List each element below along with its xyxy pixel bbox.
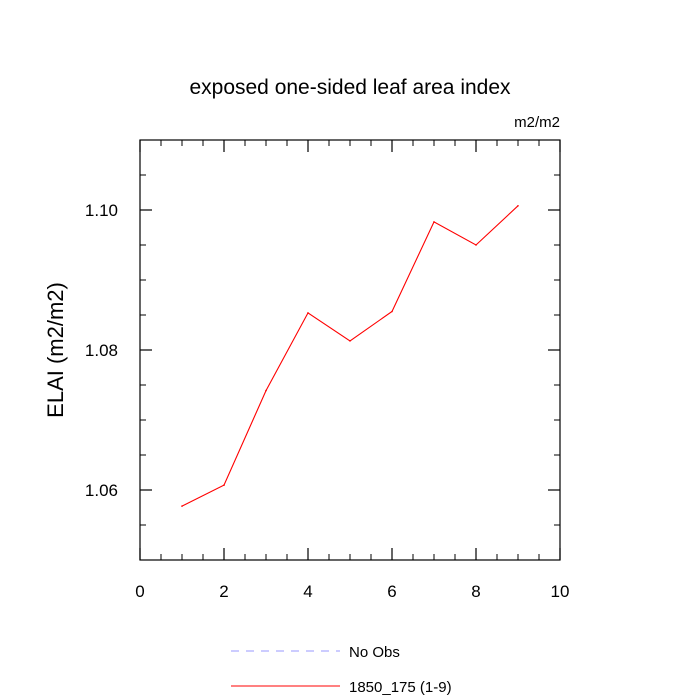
data-point xyxy=(349,340,351,342)
data-point xyxy=(223,484,225,486)
x-tick-label: 4 xyxy=(303,582,312,601)
y-tick-label: 1.10 xyxy=(85,201,118,220)
legend-label-0: No Obs xyxy=(349,644,400,661)
plot-frame xyxy=(139,139,561,561)
x-tick-label: 0 xyxy=(135,582,144,601)
y-tick-label: 1.06 xyxy=(85,481,118,500)
data-point xyxy=(181,505,183,507)
x-tick-label: 2 xyxy=(219,582,228,601)
x-tick-label: 10 xyxy=(551,582,570,601)
units-label: m2/m2 xyxy=(514,114,560,131)
data-point xyxy=(433,221,435,223)
tick-labels: 0 2 4 6 8 10 1.06 1.08 1.10 xyxy=(85,201,570,601)
data-point xyxy=(475,244,477,246)
data-point xyxy=(517,205,519,207)
axis-ticks xyxy=(139,139,561,561)
legend-label-1: 1850_175 (1-9) xyxy=(349,679,452,696)
data-point xyxy=(265,389,267,392)
x-tick-label: 8 xyxy=(471,582,480,601)
y-axis-label: ELAI (m2/m2) xyxy=(43,282,68,418)
data-point xyxy=(307,312,309,314)
series-lines xyxy=(181,205,519,507)
legend: No Obs 1850_175 (1-9) xyxy=(231,644,452,696)
data-point xyxy=(391,310,393,313)
x-tick-label: 6 xyxy=(387,582,396,601)
series-line-1 xyxy=(181,205,519,507)
y-tick-label: 1.08 xyxy=(85,341,118,360)
chart-title: exposed one-sided leaf area index xyxy=(189,76,511,99)
